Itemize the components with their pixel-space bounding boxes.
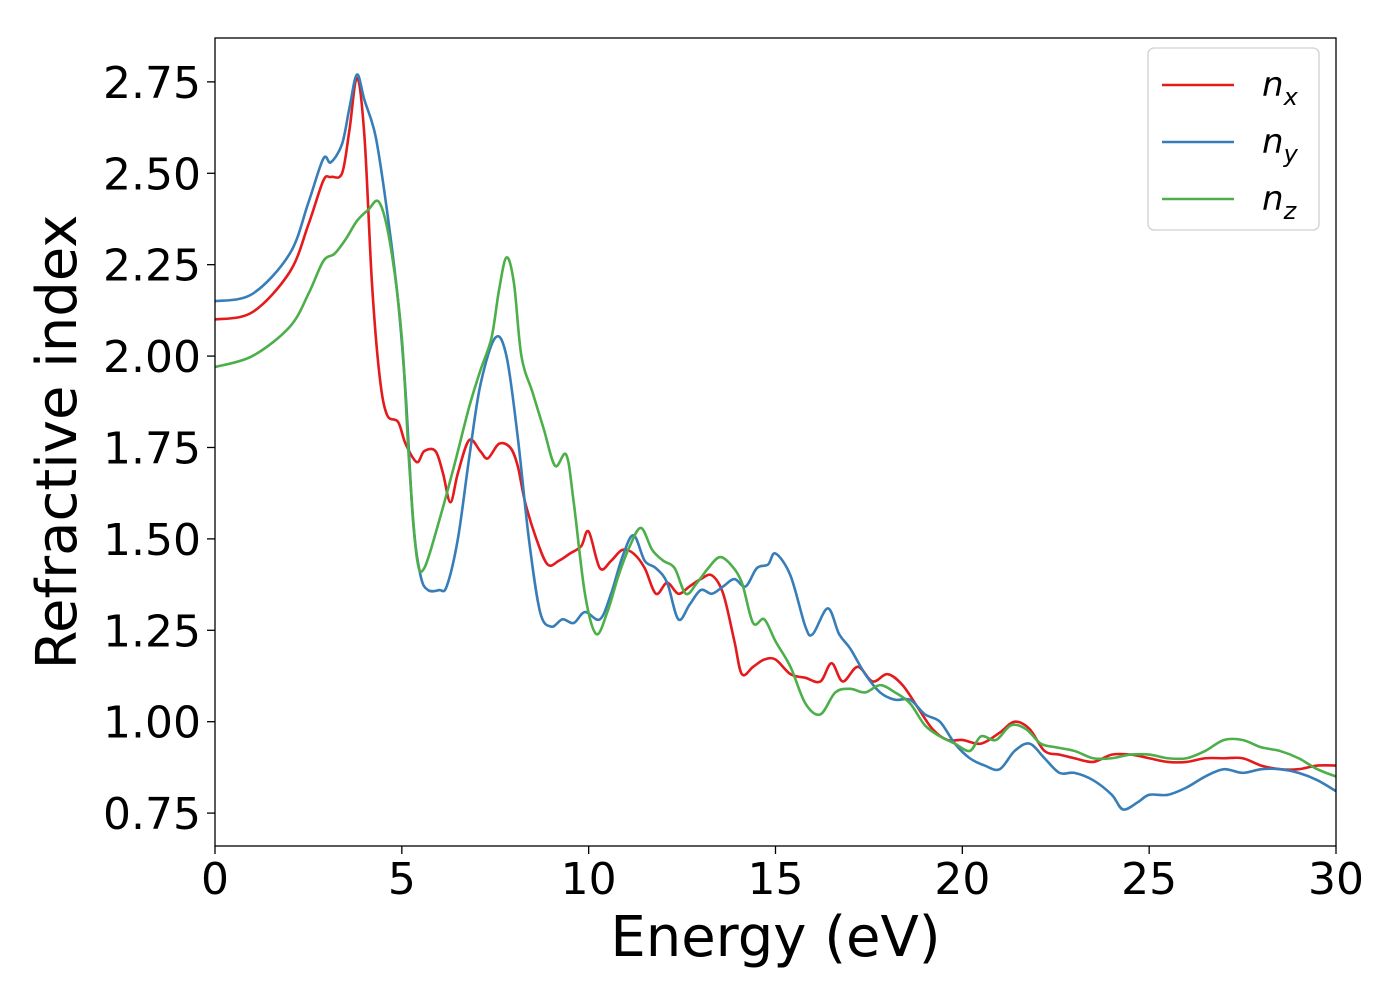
legend-entry: nx (1262, 65, 1299, 111)
x-tick-label: 15 (748, 854, 804, 905)
y-tick-label: 0.75 (103, 789, 201, 840)
x-tick-label: 25 (1121, 854, 1177, 905)
legend-entry: ny (1262, 122, 1299, 168)
legend-entry: nz (1262, 179, 1298, 225)
y-tick-label: 1.50 (103, 515, 201, 566)
x-tick-label: 5 (388, 854, 416, 905)
series-layer (215, 73, 1336, 811)
y-tick-label: 1.00 (103, 698, 201, 749)
legend-box (1147, 47, 1320, 231)
x-tick-label: 30 (1308, 854, 1364, 905)
y-tick-label: 2.75 (103, 58, 201, 109)
legend: nx ny nz (1147, 47, 1320, 231)
y-tick-label: 1.25 (103, 606, 201, 657)
x-tick-label: 10 (561, 854, 617, 905)
series-line-nz (215, 199, 1336, 778)
ticks-layer: 0 5 10 15 20 25 30 0.75 1.00 1.25 1.50 1.75 2.00 2.25… (103, 58, 1364, 905)
x-tick-label: 20 (934, 854, 990, 905)
y-tick-label: 2.00 (103, 332, 201, 383)
series-line-nx (215, 76, 1336, 771)
x-tick-label: 0 (201, 854, 229, 905)
y-tick-label: 2.50 (103, 149, 201, 200)
y-tick-label: 2.25 (103, 241, 201, 292)
x-axis-label: Energy (eV) (610, 905, 940, 970)
y-axis-label: Refractive index (25, 215, 90, 670)
y-tick-label: 1.75 (103, 423, 201, 474)
